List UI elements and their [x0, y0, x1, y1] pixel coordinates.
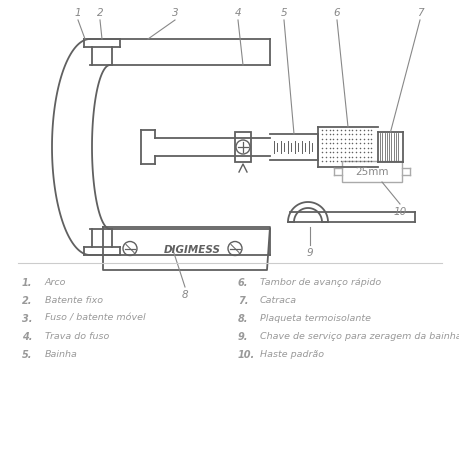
Text: 7.: 7. [237, 295, 248, 305]
Text: Arco: Arco [45, 277, 67, 286]
Text: 7: 7 [416, 8, 422, 18]
Text: 6.: 6. [237, 277, 248, 287]
Text: 5.: 5. [22, 349, 33, 359]
Text: Trava do fuso: Trava do fuso [45, 331, 109, 340]
Text: 8: 8 [181, 289, 188, 299]
Text: 9: 9 [306, 247, 313, 257]
Text: Fuso / batente móvel: Fuso / batente móvel [45, 313, 146, 322]
Text: 3.: 3. [22, 313, 33, 323]
Text: Haste padrão: Haste padrão [259, 349, 324, 358]
Text: 9.: 9. [237, 331, 248, 341]
Text: Tambor de avanço rápido: Tambor de avanço rápido [259, 277, 381, 286]
Text: 1.: 1. [22, 277, 33, 287]
Text: Chave de serviço para zeragem da bainha: Chave de serviço para zeragem da bainha [259, 331, 459, 340]
Text: 1: 1 [74, 8, 81, 18]
Text: 5: 5 [280, 8, 287, 18]
Text: 4: 4 [234, 8, 241, 18]
Text: 25mm: 25mm [354, 167, 388, 177]
Text: 4.: 4. [22, 331, 33, 341]
Text: 8.: 8. [237, 313, 248, 323]
Text: 10.: 10. [237, 349, 255, 359]
Text: 6: 6 [333, 8, 340, 18]
Bar [341, 162, 401, 183]
Text: DIGIMESS: DIGIMESS [164, 245, 220, 255]
Text: Batente fixo: Batente fixo [45, 295, 103, 304]
Text: Plaqueta termoisolante: Plaqueta termoisolante [259, 313, 370, 322]
Text: Bainha: Bainha [45, 349, 78, 358]
Text: 10: 10 [392, 207, 406, 217]
Text: 2: 2 [96, 8, 103, 18]
Text: 3: 3 [171, 8, 178, 18]
Bar [235, 133, 251, 162]
Text: 2.: 2. [22, 295, 33, 305]
Text: Catraca: Catraca [259, 295, 297, 304]
